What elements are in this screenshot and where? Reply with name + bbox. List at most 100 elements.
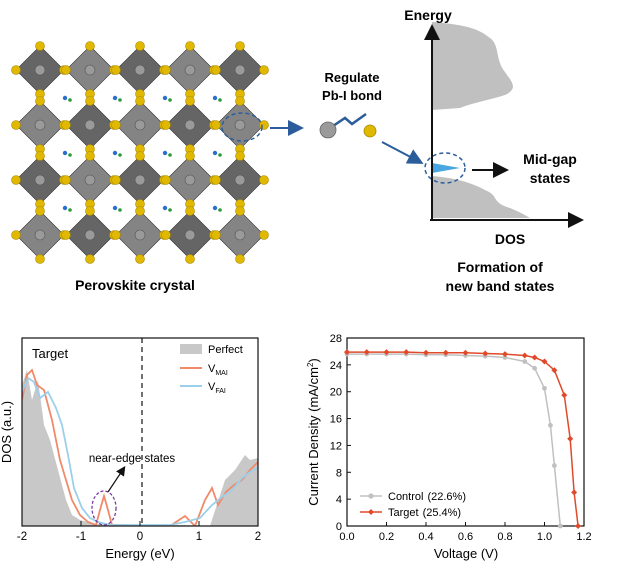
regulate-label-line1: Regulate xyxy=(325,70,380,85)
dos-perfect-fill-cb xyxy=(210,455,258,526)
cation-atom xyxy=(162,95,168,101)
bond-to-dos-arrow xyxy=(381,141,424,164)
jv-point-target xyxy=(561,392,568,399)
legend-label-perfect: Perfect xyxy=(208,344,243,356)
dos-x-tick-label: 0 xyxy=(137,531,143,543)
iodide-atom xyxy=(161,230,171,240)
dos-x-tick-label: -1 xyxy=(76,531,86,543)
jv-x-axis-label: Voltage (V) xyxy=(434,546,498,561)
cation-atom xyxy=(112,150,118,156)
lead-atom xyxy=(234,64,246,76)
jv-point-target xyxy=(423,349,429,356)
midgap-state-peak xyxy=(432,163,460,173)
legend-vmai-main: V xyxy=(208,363,216,375)
legend-target-pce: (25.4%) xyxy=(423,507,462,519)
formation-label-line2: new band states xyxy=(446,278,555,294)
lead-atom xyxy=(184,119,196,131)
iodide-atom xyxy=(211,120,221,130)
iodide-atom xyxy=(235,206,245,216)
iodide-atom xyxy=(61,230,71,240)
jv-point-target xyxy=(531,354,538,361)
jv-x-tick-label: 0.8 xyxy=(497,531,512,543)
lead-atom xyxy=(84,64,96,76)
legend-label-control: Control (22.6%) xyxy=(388,491,466,503)
cation-atom xyxy=(62,150,68,156)
jv-point-target xyxy=(462,349,469,356)
iodide-atom xyxy=(85,206,95,216)
cation-atom xyxy=(218,98,222,102)
lead-atom xyxy=(134,174,146,186)
dos-y-axis-label: DOS (a.u.) xyxy=(0,401,14,463)
cation-atom xyxy=(118,98,122,102)
jv-point-target xyxy=(344,349,350,356)
dos-perfect-fill xyxy=(22,370,258,526)
dos-x-tick-label: 1 xyxy=(196,531,202,543)
cation-atom xyxy=(212,205,218,211)
cation-atom xyxy=(62,95,68,101)
jv-point-target xyxy=(383,349,390,356)
dos-vfai-line xyxy=(22,376,258,526)
iodide-atom xyxy=(259,175,269,185)
jv-ticks: 0.0 0.2 0.4 0.6 0.8 1.0 1.2 0 4 8 12 16 20 24 28 xyxy=(330,333,592,543)
legend-vfai-sub: FAI xyxy=(215,388,226,395)
iodide-atom xyxy=(211,175,221,185)
legend-vfai-main: V xyxy=(208,381,216,393)
lead-atom xyxy=(234,119,246,131)
legend-label-vmai: VMAI xyxy=(208,363,228,377)
iodide-atom xyxy=(135,206,145,216)
jv-x-tick-label: 0.6 xyxy=(458,531,473,543)
schematic-dos xyxy=(424,22,584,228)
jv-y-tick-label: 4 xyxy=(336,494,342,506)
lead-atom xyxy=(134,119,146,131)
iodide-atom xyxy=(235,96,245,106)
iodide-atom xyxy=(35,206,45,216)
iodide-atom xyxy=(135,41,145,51)
legend-control-name: Control xyxy=(388,491,423,503)
cation-atom xyxy=(68,98,72,102)
iodide-atom xyxy=(35,254,45,264)
iodide-atom xyxy=(35,96,45,106)
iodide-atom xyxy=(235,254,245,264)
iodide-atom xyxy=(61,175,71,185)
jv-x-tick-label: 0.4 xyxy=(418,531,433,543)
iodide-atom xyxy=(185,151,195,161)
iodide-atom xyxy=(11,175,21,185)
jv-point-target xyxy=(482,350,489,357)
iodide-atom xyxy=(185,96,195,106)
energy-label: Energy xyxy=(404,7,452,23)
iodide-atom xyxy=(185,206,195,216)
lead-atom xyxy=(34,64,46,76)
jv-x-tick-label: 1.2 xyxy=(576,531,591,543)
iodide-atom xyxy=(211,65,221,75)
iodide-atom xyxy=(135,96,145,106)
jv-point-control xyxy=(522,359,528,364)
cation-atom xyxy=(218,208,222,212)
near-edge-ellipse xyxy=(91,490,117,526)
cation-atom xyxy=(118,153,122,157)
iodide-atom xyxy=(85,96,95,106)
iodide-atom xyxy=(85,151,95,161)
jv-x-tick-label: 0.0 xyxy=(339,531,354,543)
valence-band xyxy=(432,176,530,218)
lead-atom xyxy=(84,119,96,131)
jv-point-target xyxy=(403,349,410,356)
iodide-atom xyxy=(185,41,195,51)
legend-target-name: Target xyxy=(388,507,419,519)
cation-atom xyxy=(112,95,118,101)
iodide-atom xyxy=(135,151,145,161)
jv-point-control xyxy=(542,385,547,391)
iodide-atom xyxy=(111,120,121,130)
midgap-label-line2: states xyxy=(530,170,571,186)
lead-atom xyxy=(84,229,96,241)
lead-atom xyxy=(184,174,196,186)
iodide-atom xyxy=(161,65,171,75)
jv-y-tick-label: 0 xyxy=(336,521,342,533)
jv-point-target xyxy=(567,435,574,442)
jv-point-target xyxy=(363,349,370,356)
cation-atom xyxy=(168,153,172,157)
near-edge-arrow xyxy=(107,466,126,493)
iodide-atom xyxy=(61,65,71,75)
iodide-atom xyxy=(85,41,95,51)
cation-atom xyxy=(68,153,72,157)
legend-marker-control xyxy=(368,493,374,499)
